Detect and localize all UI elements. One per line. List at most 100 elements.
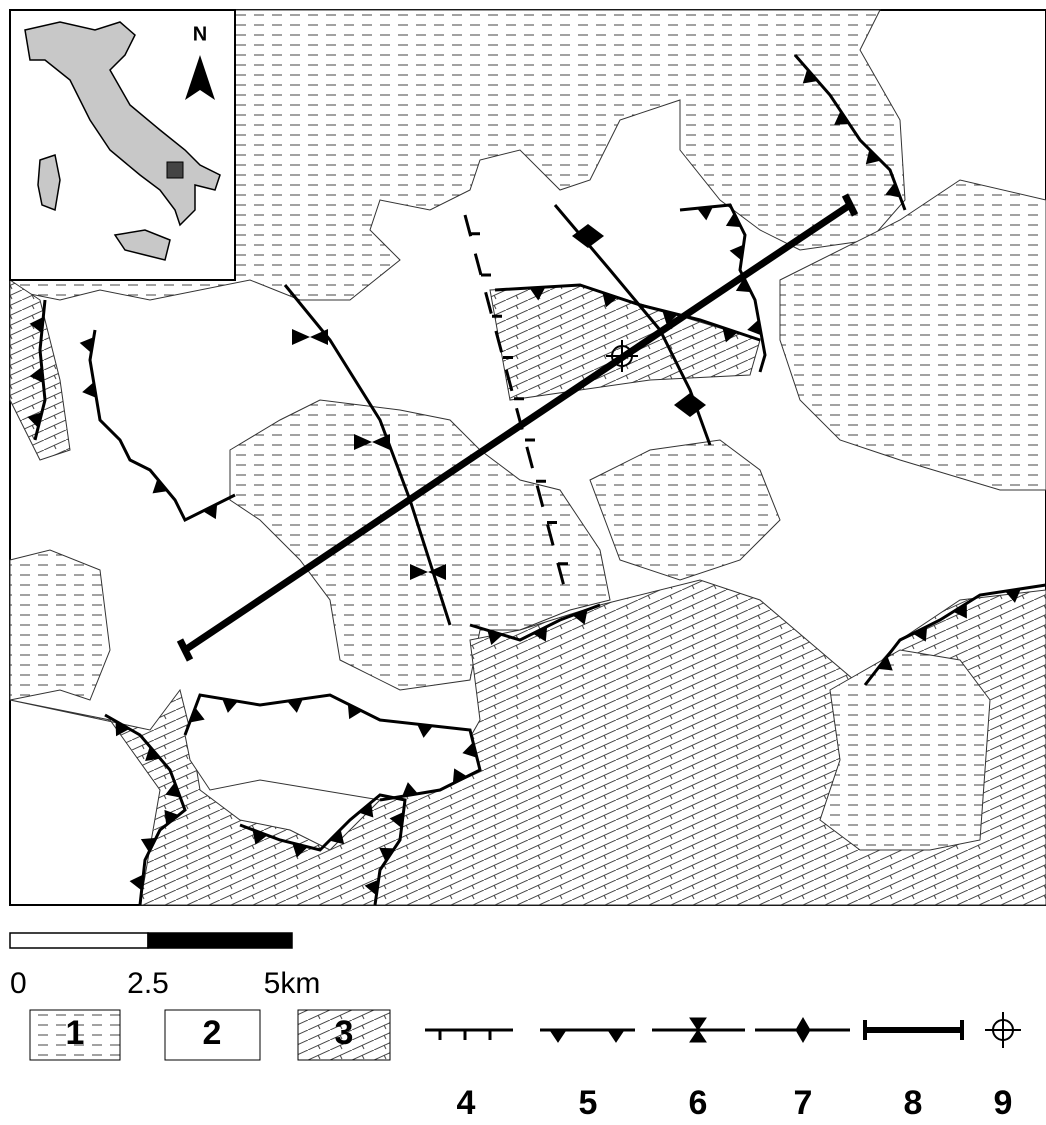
unit-1-area bbox=[589, 439, 781, 581]
thrust-teeth bbox=[379, 847, 395, 862]
legend-label: 8 bbox=[904, 1084, 923, 1122]
scale-bar bbox=[147, 932, 293, 949]
thrust-teeth bbox=[747, 319, 762, 336]
scale-bar: 0 2.5 5km bbox=[9, 932, 321, 1000]
inset-map bbox=[37, 154, 61, 212]
legend-label: 1 bbox=[66, 1014, 85, 1052]
thrust-teeth bbox=[152, 478, 168, 494]
thrust-teeth bbox=[697, 206, 713, 221]
legend-symbols bbox=[607, 1029, 625, 1043]
scale-label: 2.5 bbox=[127, 967, 169, 1000]
cross-section-end bbox=[841, 193, 859, 217]
fold-symbol bbox=[354, 434, 390, 450]
thrust-teeth bbox=[29, 367, 44, 383]
legend-symbols bbox=[795, 1017, 811, 1043]
thrust-teeth bbox=[725, 212, 742, 228]
fold-symbol bbox=[572, 224, 604, 248]
thrust-teeth bbox=[292, 843, 308, 858]
structural-features bbox=[27, 54, 1046, 906]
legend-swatch bbox=[29, 1009, 121, 1061]
thrust-teeth bbox=[389, 812, 404, 828]
thrust-teeth bbox=[865, 149, 881, 165]
thrust-teeth bbox=[358, 802, 374, 818]
thrust-teeth bbox=[164, 809, 179, 825]
inset-map bbox=[113, 229, 171, 261]
scale-bar bbox=[9, 932, 149, 949]
thrust-teeth bbox=[735, 277, 752, 293]
thrust-teeth bbox=[572, 609, 588, 625]
thrust-fault bbox=[104, 713, 187, 906]
thrust-teeth bbox=[729, 244, 744, 261]
inset-map: N bbox=[9, 9, 236, 281]
thrust-teeth bbox=[885, 182, 901, 198]
inset-map bbox=[185, 55, 215, 100]
thrust-fault bbox=[88, 329, 236, 523]
thrust-teeth bbox=[802, 68, 818, 84]
thrust-teeth bbox=[145, 746, 161, 761]
thrust-teeth bbox=[29, 317, 44, 333]
well-symbol bbox=[606, 340, 638, 372]
scale-label: 5km bbox=[264, 967, 321, 1000]
thrust-teeth bbox=[252, 829, 268, 845]
thrust-teeth bbox=[452, 768, 468, 784]
thrust-fault bbox=[494, 283, 761, 342]
normal-fault bbox=[463, 214, 567, 591]
scale-label: 0 bbox=[10, 967, 27, 1000]
legend-label: 3 bbox=[335, 1014, 354, 1052]
thrust-teeth bbox=[602, 292, 618, 308]
legend-label: 6 bbox=[689, 1084, 708, 1122]
thrust-teeth bbox=[329, 829, 345, 845]
unit-1-area bbox=[229, 399, 611, 691]
thrust-teeth bbox=[189, 707, 205, 723]
north-label: N bbox=[193, 23, 207, 45]
fold-symbol bbox=[292, 329, 328, 345]
cross-section-line bbox=[183, 202, 852, 653]
legend: 1 2 3 4 5 6 7 8 9 bbox=[29, 1009, 1021, 1122]
thrust-teeth bbox=[834, 110, 850, 125]
thrust-teeth bbox=[462, 742, 477, 758]
unit-3-area bbox=[9, 579, 1046, 906]
thrust-teeth bbox=[82, 382, 97, 398]
fold-symbol bbox=[674, 393, 706, 417]
inset-map bbox=[166, 161, 184, 179]
thrust-teeth bbox=[140, 837, 157, 853]
thrust-teeth bbox=[287, 698, 303, 713]
thrust-teeth bbox=[402, 782, 418, 797]
thrust-teeth bbox=[532, 626, 548, 642]
thrust-teeth bbox=[364, 879, 379, 896]
thrust-fault bbox=[679, 203, 767, 373]
thrust-fault bbox=[863, 583, 1046, 686]
fold-axis bbox=[283, 284, 452, 626]
thrust-teeth bbox=[79, 337, 94, 353]
legend-symbols bbox=[549, 1029, 567, 1043]
legend-symbols bbox=[425, 1012, 1021, 1048]
thrust-teeth bbox=[529, 287, 546, 301]
legend-swatch bbox=[297, 1009, 391, 1061]
legend-swatch bbox=[164, 1009, 261, 1061]
unit-1-area bbox=[819, 649, 991, 851]
legend-label: 5 bbox=[579, 1084, 598, 1122]
thrust-teeth bbox=[115, 721, 130, 737]
fold-symbol bbox=[410, 564, 446, 580]
unit-1-area bbox=[779, 179, 1046, 491]
legend-label: 7 bbox=[794, 1084, 813, 1122]
unit-1-area bbox=[9, 9, 1046, 701]
thrust-teeth bbox=[1005, 588, 1021, 603]
thrust-teeth bbox=[662, 310, 678, 326]
thrust-teeth bbox=[202, 503, 218, 520]
thrust-teeth bbox=[129, 874, 144, 891]
legend-symbols bbox=[689, 1017, 707, 1043]
unit-1-area bbox=[819, 649, 991, 851]
cross-section-end bbox=[176, 638, 194, 662]
legend-label: 4 bbox=[457, 1084, 476, 1122]
thrust-teeth bbox=[722, 327, 738, 343]
thrust-teeth bbox=[912, 626, 928, 642]
unit-1-area bbox=[9, 549, 111, 701]
legend-label: 9 bbox=[994, 1084, 1013, 1122]
thrust-teeth bbox=[27, 412, 42, 428]
legend-label: 2 bbox=[203, 1014, 222, 1052]
thrust-teeth bbox=[347, 703, 363, 720]
thrust-teeth bbox=[222, 698, 238, 713]
